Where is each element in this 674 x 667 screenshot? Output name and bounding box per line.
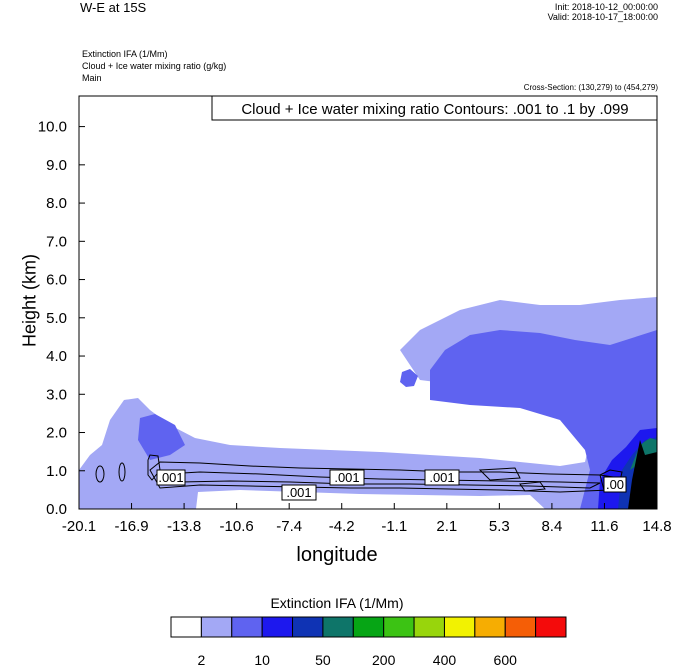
contour-note: Cloud + Ice water mixing ratio Contours:… <box>241 101 628 118</box>
x-tick-label: -4.2 <box>329 518 355 535</box>
variable-line-mixing-ratio: Cloud + Ice water mixing ratio (g/kg) <box>82 61 227 71</box>
colorbar-swatch <box>261 616 294 638</box>
colorbar-swatch <box>231 616 263 638</box>
colorbar-swatch <box>504 616 537 638</box>
x-tick-label: -10.6 <box>220 518 254 535</box>
extinction-region-10-50 <box>138 330 657 509</box>
y-tick-label: 6.0 <box>46 272 67 289</box>
y-tick-label: 7.0 <box>46 233 67 250</box>
colorbar-swatch <box>292 616 324 638</box>
y-tick-label: 2.0 <box>46 425 67 442</box>
colorbar-swatch <box>322 616 354 638</box>
x-tick-label: -1.1 <box>381 518 407 535</box>
y-axis: 0.0 1.0 2.0 3.0 4.0 5.0 6.0 7.0 8.0 9.0 10.0 <box>38 119 85 518</box>
y-tick-label: 8.0 <box>46 195 67 212</box>
colorbar-tick-label: 10 <box>254 652 270 667</box>
contour-label: .001 <box>334 470 359 485</box>
plot-title: W-E at 15S <box>80 0 147 15</box>
x-tick-label: 2.1 <box>436 518 457 535</box>
x-axis-label: longitude <box>296 544 378 566</box>
y-tick-label: 0.0 <box>46 501 67 518</box>
x-tick-label: 8.4 <box>541 518 562 535</box>
colorbar-title: Extinction IFA (1/Mm) <box>270 595 404 611</box>
terrain <box>628 440 657 509</box>
colorbar-swatch <box>443 616 476 638</box>
y-tick-label: 3.0 <box>46 386 67 403</box>
colorbar-tick-label: 50 <box>315 652 331 667</box>
contour-label: .001 <box>286 485 311 500</box>
colorbar-swatch <box>352 616 385 638</box>
valid-time: Valid: 2018-10-17_18:00:00 <box>547 12 658 22</box>
colorbar-swatch <box>383 616 415 638</box>
x-tick-label: -16.9 <box>114 518 148 535</box>
y-tick-label: 1.0 <box>46 463 67 480</box>
colorbar-swatch <box>474 616 506 638</box>
variable-line-extinction: Extinction IFA (1/Mm) <box>82 49 168 59</box>
contour-label-group: .001 .001 .001 .001 .00 <box>156 469 627 501</box>
x-axis: -20.1 -16.9 -13.8 -10.6 -7.4 -4.2 -1.1 2.1 5.3 8.… <box>62 503 672 535</box>
colorbar-swatch <box>200 616 233 638</box>
colorbar-swatch <box>170 616 202 638</box>
colorbar-tick-label: 200 <box>372 652 396 667</box>
y-tick-label: 4.0 <box>46 348 67 365</box>
y-tick-label: 10.0 <box>38 119 67 136</box>
x-tick-label: -7.4 <box>276 518 302 535</box>
colorbar-swatch <box>535 616 567 638</box>
x-tick-label: -13.8 <box>167 518 201 535</box>
colorbar-tick-label: 400 <box>433 652 457 667</box>
contour-note-box <box>211 95 658 121</box>
colorbar: 2 10 50 200 400 600 <box>170 616 567 667</box>
colorbar-tick-label: 600 <box>494 652 518 667</box>
contour-label: .001 <box>158 470 183 485</box>
x-tick-label: 14.8 <box>642 518 671 535</box>
variable-line-main: Main <box>82 73 102 83</box>
y-tick-label: 5.0 <box>46 310 67 327</box>
cross-section-label: Cross-Section: (130,279) to (454,279) <box>523 83 658 92</box>
colorbar-swatch <box>413 616 445 638</box>
contour-label: .001 <box>429 470 454 485</box>
x-tick-label: 11.6 <box>590 518 618 535</box>
init-time: Init: 2018-10-12_00:00:00 <box>554 2 658 12</box>
contour-label: .00 <box>606 477 624 492</box>
x-tick-label: -20.1 <box>62 518 96 535</box>
x-tick-label: 5.3 <box>489 518 510 535</box>
colorbar-tick-label: 2 <box>197 652 205 667</box>
y-tick-label: 9.0 <box>46 157 67 174</box>
